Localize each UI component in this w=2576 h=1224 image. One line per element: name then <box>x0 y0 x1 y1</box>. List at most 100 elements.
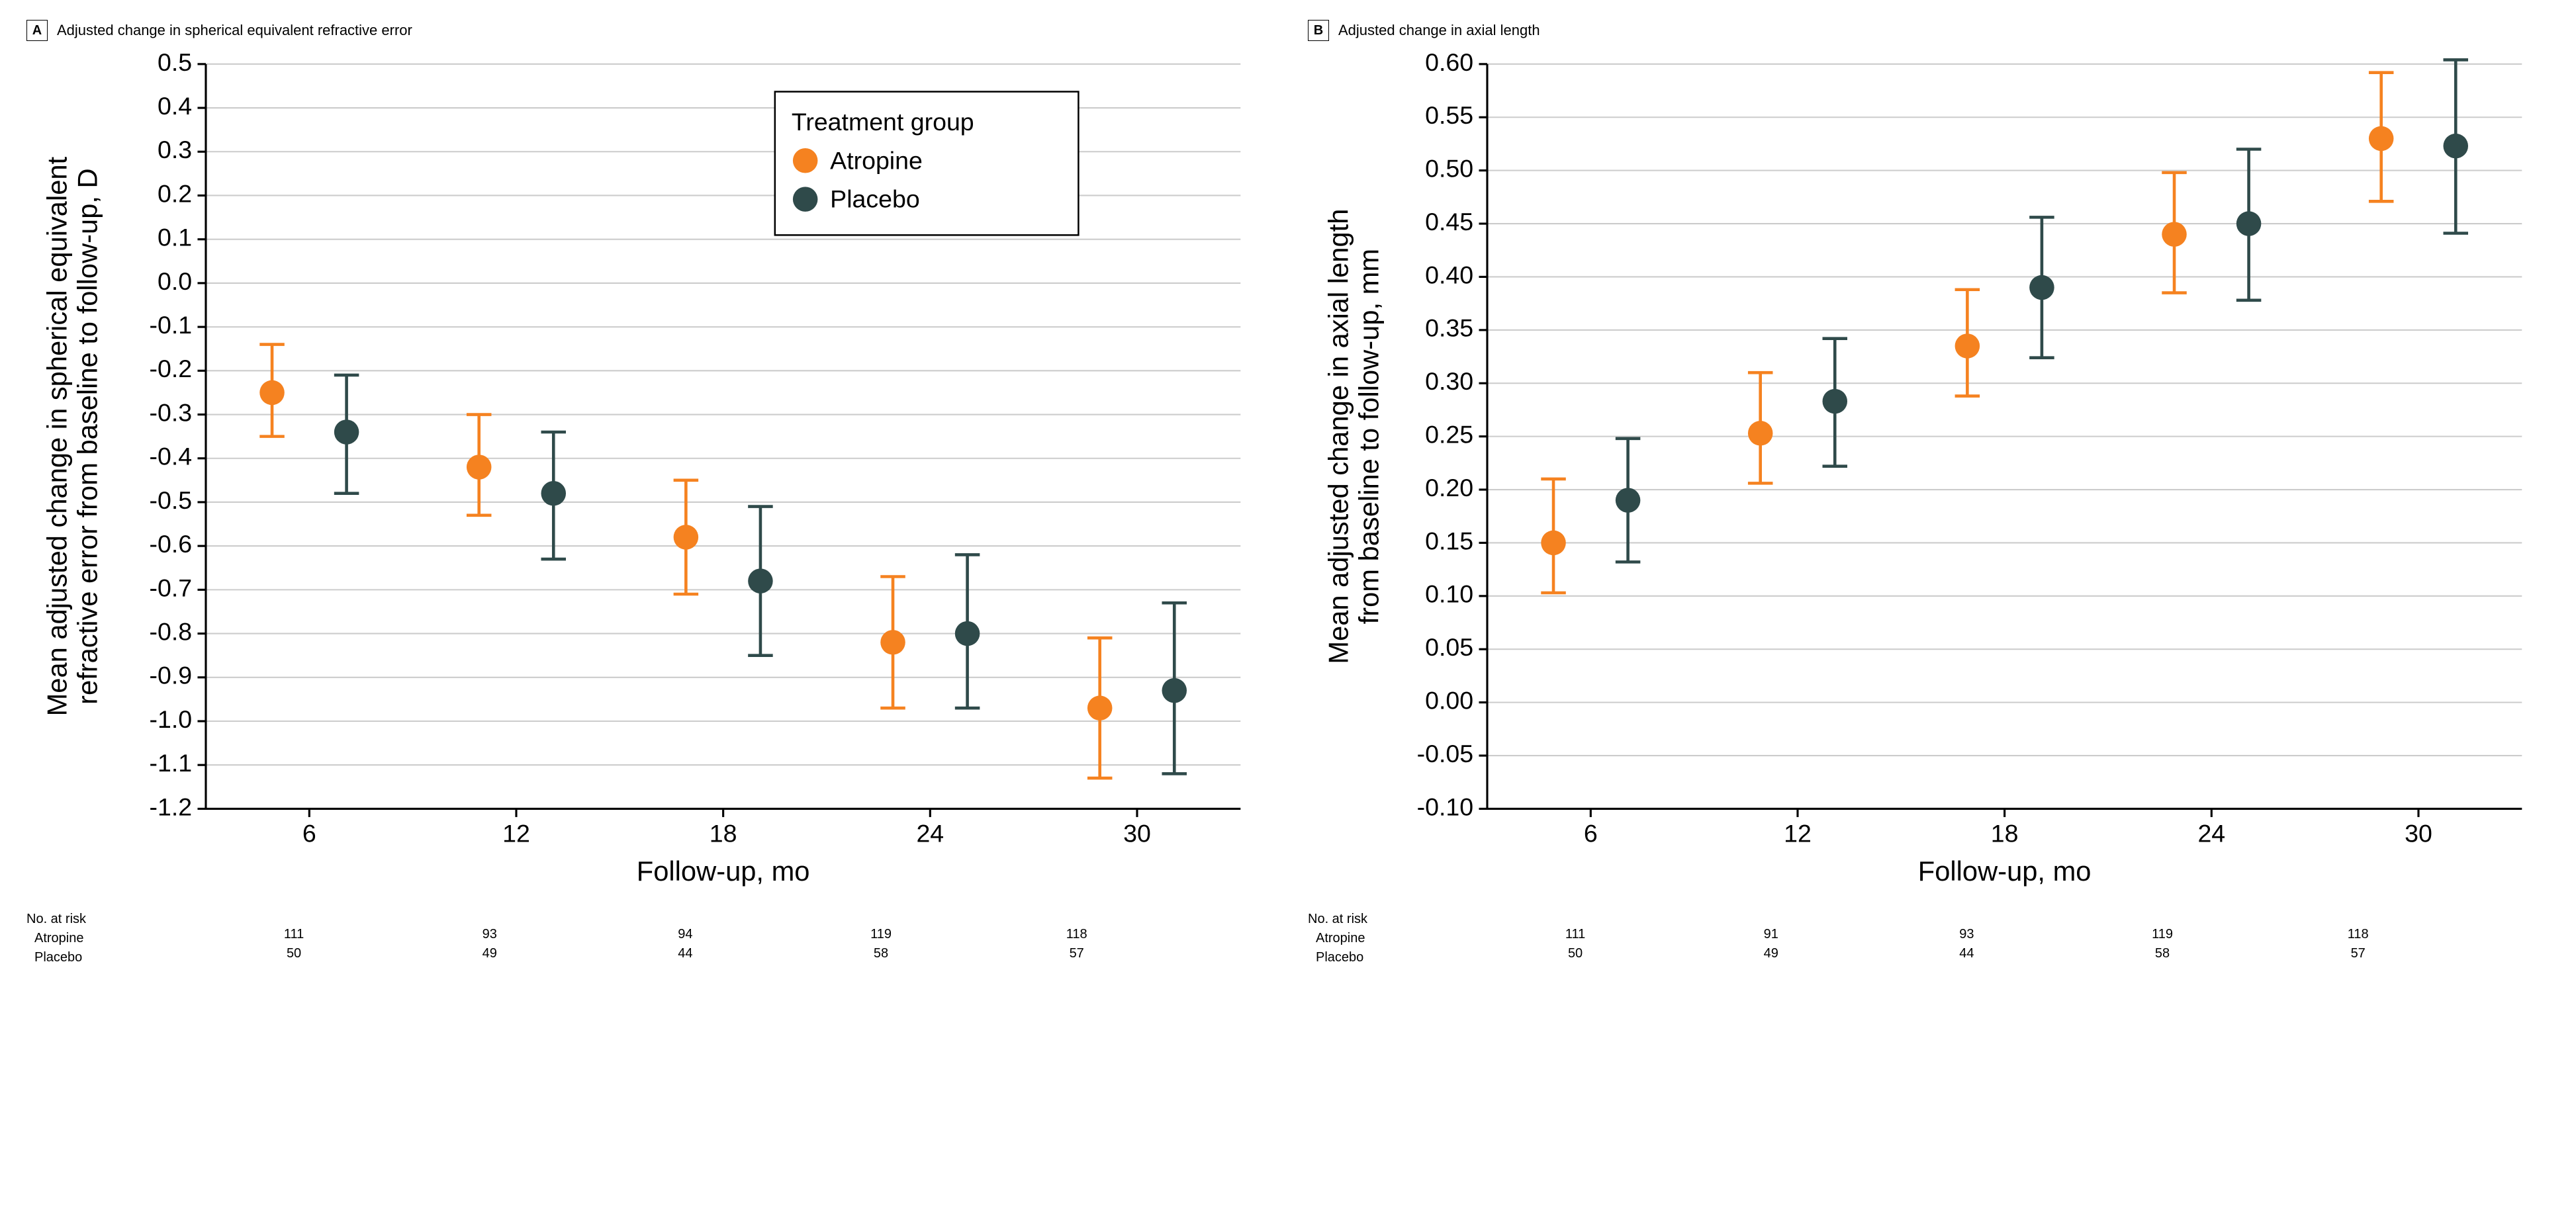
y-tick-label: 0.0 <box>158 267 192 295</box>
y-tick-label: -1.2 <box>150 793 193 820</box>
y-tick-label: -0.10 <box>1417 793 1473 820</box>
risk-cell: 118 <box>2260 927 2456 942</box>
panel-b: B Adjusted change in axial length -0.10-… <box>1308 20 2550 965</box>
y-tick-label: -0.5 <box>150 486 193 514</box>
y-tick-label: -0.9 <box>150 662 193 689</box>
data-point <box>1162 678 1187 703</box>
y-axis-title: Mean adjusted change in axial lengthfrom… <box>1322 209 1384 664</box>
y-tick-label: -1.0 <box>150 705 193 733</box>
panel-b-letter: B <box>1308 20 1329 41</box>
y-tick-label: -0.2 <box>150 355 193 382</box>
y-tick-label: -0.8 <box>150 617 193 645</box>
y-tick-label: 0.45 <box>1425 208 1473 236</box>
risk-cell: 58 <box>2064 946 2260 961</box>
data-point <box>259 380 285 406</box>
y-tick-label: 0.20 <box>1425 474 1473 502</box>
x-axis-title: Follow-up, mo <box>637 855 810 887</box>
risk-cell: 91 <box>1673 927 1869 942</box>
figure-container: A Adjusted change in spherical equivalen… <box>0 0 2576 979</box>
x-tick-label: 24 <box>2197 819 2225 847</box>
risk-cell: 118 <box>979 927 1175 942</box>
panel-a-chart-wrap: -1.2-1.1-1.0-0.9-0.8-0.7-0.6-0.5-0.4-0.3… <box>26 50 1268 905</box>
legend-item-label: Atropine <box>830 146 923 174</box>
x-tick-label: 24 <box>916 819 944 847</box>
data-point <box>2236 211 2262 236</box>
x-tick-label: 12 <box>1784 819 1812 847</box>
y-tick-label: 0.10 <box>1425 580 1473 608</box>
data-point <box>1087 695 1113 721</box>
risk-cell: 111 <box>1477 927 1673 942</box>
x-axis-title: Follow-up, mo <box>1918 855 2092 887</box>
risk-cell: 58 <box>783 946 979 961</box>
data-point <box>748 568 773 593</box>
risk-row-label: Atropine <box>26 931 94 946</box>
data-point <box>2369 126 2394 152</box>
y-tick-label: 0.30 <box>1425 367 1473 395</box>
y-tick-label: 0.00 <box>1425 687 1473 715</box>
y-tick-label: -1.1 <box>150 749 193 777</box>
data-point <box>1748 421 1773 446</box>
risk-cell: 93 <box>392 927 588 942</box>
panel-b-chart-wrap: -0.10 -0.05 0.00 0.05 0.10 0.15 0.20 0.25 0.30 0.… <box>1308 50 2550 905</box>
y-tick-label: -0.6 <box>150 530 193 558</box>
data-point <box>880 630 905 655</box>
y-tick-label: 0.35 <box>1425 314 1473 342</box>
panel-b-chart: -0.10 -0.05 0.00 0.05 0.10 0.15 0.20 0.25 0.30 0.… <box>1308 50 2550 905</box>
risk-cell: 57 <box>2260 946 2456 961</box>
risk-cell: 111 <box>196 927 392 942</box>
risk-cell: 50 <box>1477 946 1673 961</box>
risk-cell: 49 <box>1673 946 1869 961</box>
risk-cell: 119 <box>2064 927 2260 942</box>
data-point <box>955 621 980 646</box>
risk-cell: 57 <box>979 946 1175 961</box>
data-point <box>1822 389 1847 414</box>
risk-cell: 44 <box>588 946 784 961</box>
y-tick-label: 0.3 <box>158 136 192 163</box>
y-tick-label: -0.3 <box>150 398 193 426</box>
y-tick-label: 0.60 <box>1425 50 1473 76</box>
y-tick-label: -0.4 <box>150 443 193 470</box>
risk-cell: 44 <box>1869 946 2065 961</box>
risk-cell: 119 <box>783 927 979 942</box>
y-tick-label: 0.40 <box>1425 261 1473 288</box>
legend-title: Treatment group <box>792 108 974 136</box>
data-point <box>541 481 566 506</box>
risk-row-label: Placebo <box>1308 950 1375 965</box>
y-axis-title: Mean adjusted change in spherical equiva… <box>41 156 103 716</box>
y-tick-label: -0.05 <box>1417 740 1473 767</box>
x-tick-label: 18 <box>710 819 737 847</box>
y-tick-label: -0.1 <box>150 311 193 339</box>
y-tick-label: 0.55 <box>1425 101 1473 129</box>
risk-row-label: Placebo <box>26 950 94 965</box>
data-point <box>2162 222 2187 247</box>
y-tick-label: 0.2 <box>158 179 192 207</box>
data-point <box>334 419 359 445</box>
y-tick-label: 0.1 <box>158 224 192 251</box>
y-tick-label: 0.25 <box>1425 421 1473 449</box>
x-tick-label: 6 <box>302 819 316 847</box>
data-point <box>1541 531 1566 556</box>
data-point <box>674 525 699 550</box>
data-point <box>2443 134 2468 159</box>
y-tick-label: 0.50 <box>1425 155 1473 183</box>
risk-row-label: Atropine <box>1308 931 1375 946</box>
panel-a-header: A Adjusted change in spherical equivalen… <box>26 20 1268 41</box>
y-tick-label: 0.15 <box>1425 527 1473 554</box>
x-tick-label: 30 <box>1123 819 1151 847</box>
risk-cell: 94 <box>588 927 784 942</box>
data-point <box>2029 275 2054 300</box>
y-tick-label: 0.05 <box>1425 633 1473 661</box>
panel-b-header: B Adjusted change in axial length <box>1308 20 2550 41</box>
panel-b-risk-table: No. at riskAtropine1119193119118Placebo5… <box>1308 912 2550 965</box>
panel-a-chart: -1.2-1.1-1.0-0.9-0.8-0.7-0.6-0.5-0.4-0.3… <box>26 50 1268 905</box>
x-tick-label: 30 <box>2405 819 2432 847</box>
panel-b-title: Adjusted change in axial length <box>1338 22 1540 39</box>
risk-cell: 93 <box>1869 927 2065 942</box>
y-tick-label: 0.4 <box>158 92 192 120</box>
panel-a-letter: A <box>26 20 48 41</box>
x-tick-label: 6 <box>1584 819 1598 847</box>
x-tick-label: 18 <box>1991 819 2019 847</box>
y-tick-label: 0.5 <box>158 50 192 76</box>
panel-a-title: Adjusted change in spherical equivalent … <box>57 22 412 39</box>
data-point <box>467 455 492 480</box>
